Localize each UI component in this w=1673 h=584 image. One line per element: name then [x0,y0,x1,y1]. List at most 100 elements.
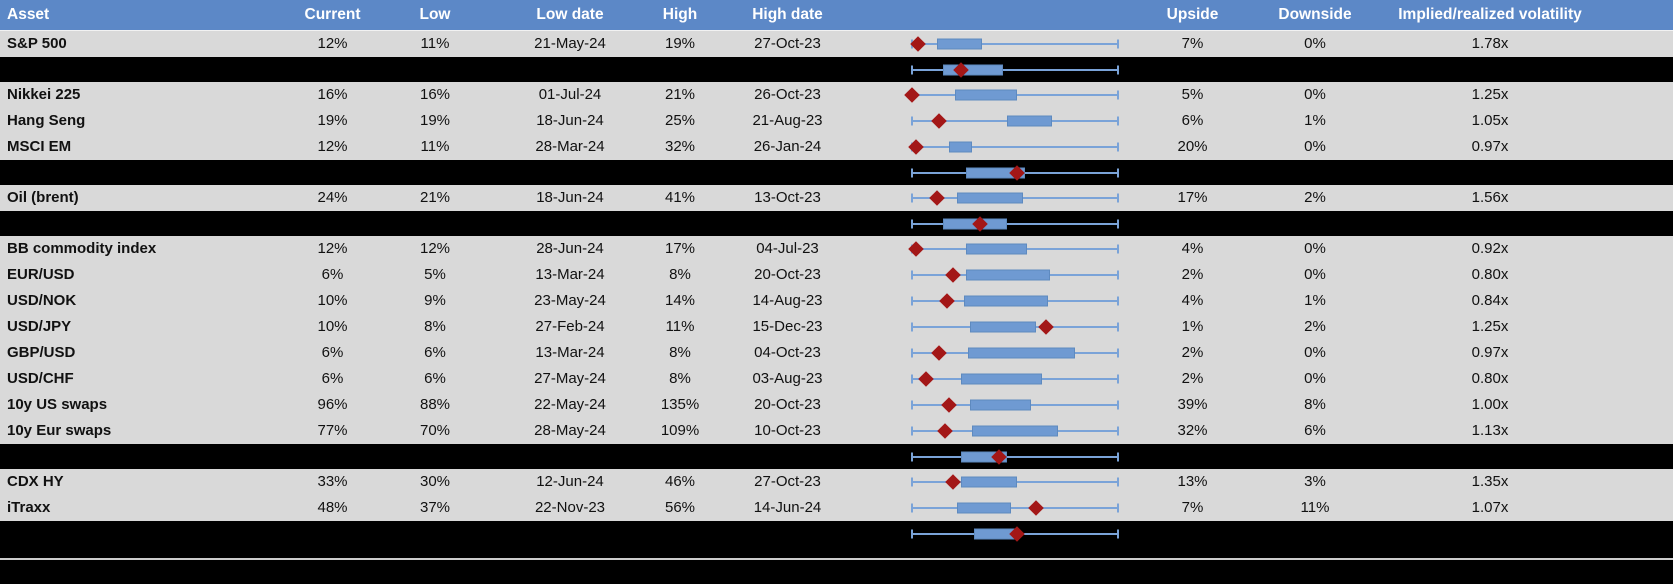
table-row: USD/CHF 6% 6% 27-May-24 8% 03-Aug-23 2% 0% 0.80x [0,366,1673,392]
empty-cell [285,160,380,185]
empty-cell [490,211,650,236]
cell-implied-realized: 0.97x [1471,344,1509,361]
cell-downside: 1% [1304,292,1326,309]
current-level-diamond-marker [904,87,920,103]
whisker-cap-right [1117,477,1119,487]
empty-cell [1600,366,1673,392]
whisker-cap-left [911,400,913,410]
boxplot-track [911,185,1119,211]
table-row: Hang Seng 19% 19% 18-Jun-24 25% 21-Aug-23 6% 1%… [0,108,1673,134]
boxplot-cell [865,57,1135,82]
boxplot-cell [865,495,1135,521]
empty-cell [650,160,710,185]
whisker-cap-left [911,219,913,228]
empty-cell [1250,444,1380,469]
cell-high: 109% [660,422,700,439]
boxplot-cell [865,108,1135,134]
whisker-line [912,222,1118,225]
empty-cell [1600,392,1673,418]
empty-cell [1600,314,1673,340]
table-row: GBP/USD 6% 6% 13-Mar-24 8% 04-Oct-23 2% 0% 0.97x [0,340,1673,366]
cell-current: 6% [321,344,344,361]
cell-high-date: 14-Aug-23 [752,292,823,309]
cell-implied-realized: 0.80x [1471,266,1509,283]
whisker-cap-right [1117,322,1119,332]
boxplot-cell [865,236,1135,262]
empty-cell [650,57,710,82]
empty-cell [380,160,490,185]
cell-implied-realized: 0.84x [1471,292,1509,309]
cell-implied-realized: 1.05x [1471,112,1509,129]
cell-low-date: 13-Mar-24 [535,344,605,361]
empty-cell [380,521,490,546]
empty-cell [490,160,650,185]
boxplot-track [911,444,1119,469]
boxplot-track [911,469,1119,495]
cell-upside: 6% [1181,112,1204,129]
cell-low: 16% [419,86,451,103]
table-row: BB commodity index 12% 12% 28-Jun-24 17% 04-J… [0,236,1673,262]
cell-low: 11% [420,35,450,52]
cell-upside: 4% [1181,292,1204,309]
empty-cell [650,211,710,236]
empty-cell [490,521,650,546]
table-row: USD/NOK 10% 9% 23-May-24 14% 14-Aug-23 4% 1% 0.8… [0,288,1673,314]
empty-cell [285,444,380,469]
cell-high-date: 10-Oct-23 [754,422,821,439]
whisker-cap-right [1117,244,1119,254]
cell-current: 10% [317,292,348,309]
empty-cell [710,57,865,82]
cell-current: 77% [317,422,348,439]
table-row: Oil (brent) 24% 21% 18-Jun-24 41% 13-Oct-23 17… [0,185,1673,211]
boxplot-track [911,340,1119,366]
cell-asset: 10y Eur swaps [7,422,112,439]
table-row: EUR/USD 6% 5% 13-Mar-24 8% 20-Oct-23 2% 0% 0.80x [0,262,1673,288]
empty-cell [1250,521,1380,546]
boxplot-cell [865,469,1135,495]
empty-cell [1380,57,1600,82]
cell-upside: 4% [1181,240,1204,257]
cell-high: 19% [664,35,696,52]
boxplot-cell [865,185,1135,211]
cell-asset: iTraxx [7,499,51,516]
cell-upside: 20% [1177,138,1208,155]
empty-cell [1600,211,1673,236]
empty-cell [710,521,865,546]
cell-high-date: 26-Jan-24 [753,138,822,155]
empty-cell [380,211,490,236]
cell-high-date: 13-Oct-23 [754,189,821,206]
empty-cell [1600,444,1673,469]
whisker-cap-left [911,168,913,177]
cell-implied-realized: 0.80x [1471,370,1509,387]
whisker-cap-left [911,529,913,538]
cell-asset: USD/CHF [7,370,74,387]
whisker-cap-right [1117,529,1119,538]
cell-high-date: 20-Oct-23 [754,266,821,283]
column-header-low: Low [419,6,451,23]
cell-low-date: 23-May-24 [534,292,606,309]
cell-low-date: 21-May-24 [534,35,606,52]
empty-cell [1250,57,1380,82]
empty-cell [650,444,710,469]
empty-cell [1600,185,1673,211]
table-header-row: Asset Current Low Low date High High dat… [0,0,1673,31]
cell-current: 6% [321,266,344,283]
boxplot-cell [865,418,1135,444]
iqr-box [957,502,1011,514]
whisker-cap-right [1117,193,1119,203]
separator-row [0,444,1673,469]
boxplot-track [911,495,1119,521]
cell-low-date: 28-Mar-24 [535,138,605,155]
iqr-box [969,321,1036,333]
boxplot-track [911,160,1119,185]
boxplot-cell [865,82,1135,108]
cell-downside: 0% [1304,138,1326,155]
cell-downside: 0% [1304,344,1326,361]
cell-upside: 2% [1181,344,1204,361]
iqr-box [969,399,1032,411]
whisker-line [912,455,1118,458]
cell-current: 12% [317,240,348,257]
cell-implied-realized: 1.78x [1471,35,1509,52]
empty-cell [710,160,865,185]
empty-cell [1135,211,1250,236]
